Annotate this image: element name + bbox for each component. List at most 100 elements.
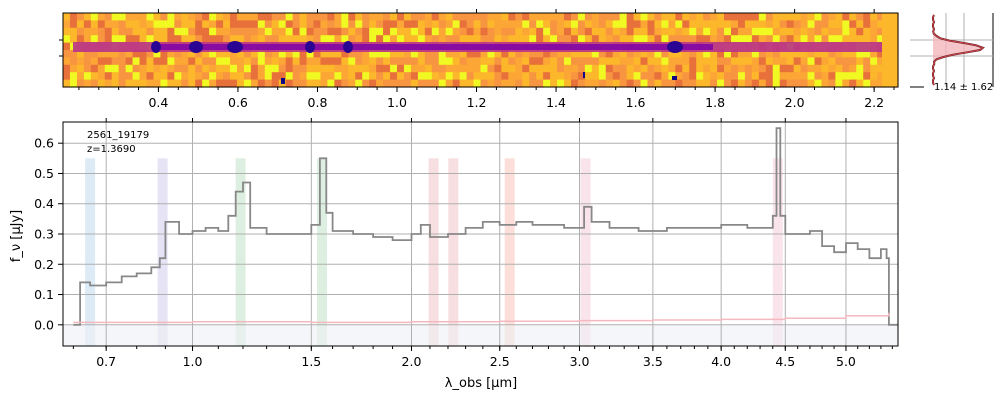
image-cell: [640, 27, 649, 36]
image-cell: [501, 35, 509, 44]
image-cell: [341, 13, 349, 21]
image-cell: [334, 35, 342, 44]
image-cell: [577, 57, 586, 66]
image-cell: [696, 72, 704, 81]
image-cell: [529, 64, 537, 73]
image-cell: [877, 64, 885, 73]
image-cell: [480, 20, 489, 29]
image-cell: [751, 50, 760, 58]
image-cell: [689, 72, 697, 81]
image-cell: [515, 27, 523, 36]
image-cell: [633, 27, 642, 36]
image-cell: [306, 13, 315, 21]
image-cell: [828, 50, 836, 58]
image-cell: [459, 57, 468, 66]
image-cell: [223, 13, 231, 21]
image-cell: [522, 72, 530, 81]
image-cell: [264, 27, 273, 36]
image-cell: [480, 27, 489, 36]
image-cell: [473, 57, 482, 66]
image-cell: [327, 57, 335, 66]
image-cell: [63, 57, 71, 66]
image-cell: [209, 79, 217, 88]
image-cell: [97, 57, 106, 66]
redshift-label: z=1.3690: [87, 144, 136, 155]
image-cell: [501, 64, 509, 73]
image-cell: [564, 13, 572, 21]
image-cell: [306, 27, 315, 36]
image-cell: [598, 64, 607, 73]
image-cell: [550, 72, 558, 81]
image-cell: [63, 20, 71, 29]
image-cell: [230, 27, 238, 36]
image-cell: [703, 20, 711, 29]
image-cell: [223, 20, 231, 29]
image-cell: [424, 13, 433, 21]
image-cell: [473, 64, 482, 73]
image-cell: [174, 64, 182, 73]
image-cell: [104, 64, 113, 73]
image-cell: [285, 79, 294, 88]
image-cell: [174, 13, 182, 21]
image-cell: [626, 57, 635, 66]
image-cell: [257, 50, 266, 58]
image-cell: [570, 79, 579, 88]
image-cell: [550, 20, 558, 29]
image-cell: [724, 57, 732, 66]
edge-column: [882, 13, 898, 87]
image-cell: [842, 27, 850, 36]
image-cell: [431, 13, 440, 21]
x-tick-label: 2.5: [490, 354, 510, 369]
image-cell: [97, 72, 106, 81]
image-cell: [424, 64, 433, 73]
image-cell: [835, 20, 843, 29]
image-cell: [167, 50, 175, 58]
image-cell: [584, 79, 593, 88]
image-cell: [605, 27, 614, 36]
image-cell: [76, 72, 85, 81]
image-cell: [612, 35, 621, 44]
image-cell: [348, 57, 356, 66]
image-cell: [264, 57, 273, 66]
image-cell: [160, 72, 168, 81]
image-cell: [278, 13, 287, 21]
line-band: [85, 158, 96, 347]
image-cell: [146, 72, 155, 81]
image-cell: [584, 13, 593, 21]
y-axis-label: f_ν [μJy]: [9, 210, 24, 262]
image-cell: [633, 64, 642, 73]
image-cell: [209, 20, 217, 29]
image-cell: [97, 27, 106, 36]
line-band: [448, 158, 459, 347]
image-cell: [438, 64, 447, 73]
image-cell: [459, 79, 468, 88]
image-cell: [167, 57, 175, 66]
image-cell: [633, 13, 642, 21]
image-cell: [473, 50, 482, 58]
image-cell: [139, 57, 148, 66]
image-cell: [139, 50, 148, 58]
image-cell: [271, 50, 280, 58]
image-cell: [153, 79, 162, 88]
image-cell: [640, 64, 649, 73]
image-cell: [703, 35, 711, 44]
image-cell: [445, 79, 454, 88]
image-cell: [536, 72, 544, 81]
image-cell: [598, 27, 607, 36]
image-cell: [598, 13, 607, 21]
image-cell: [424, 20, 433, 29]
image-cell: [619, 20, 628, 29]
image-cell: [564, 79, 572, 88]
image-cell: [870, 27, 878, 36]
image-cell: [682, 57, 690, 66]
image-cell: [772, 27, 781, 36]
image-cell: [800, 79, 809, 88]
image-cell: [689, 35, 697, 44]
image-cell: [383, 57, 391, 66]
image-cell: [278, 20, 287, 29]
image-cell: [146, 20, 155, 29]
image-cell: [111, 72, 120, 81]
image-cell: [125, 27, 134, 36]
image-cell: [501, 79, 509, 88]
image-cell: [118, 27, 127, 36]
